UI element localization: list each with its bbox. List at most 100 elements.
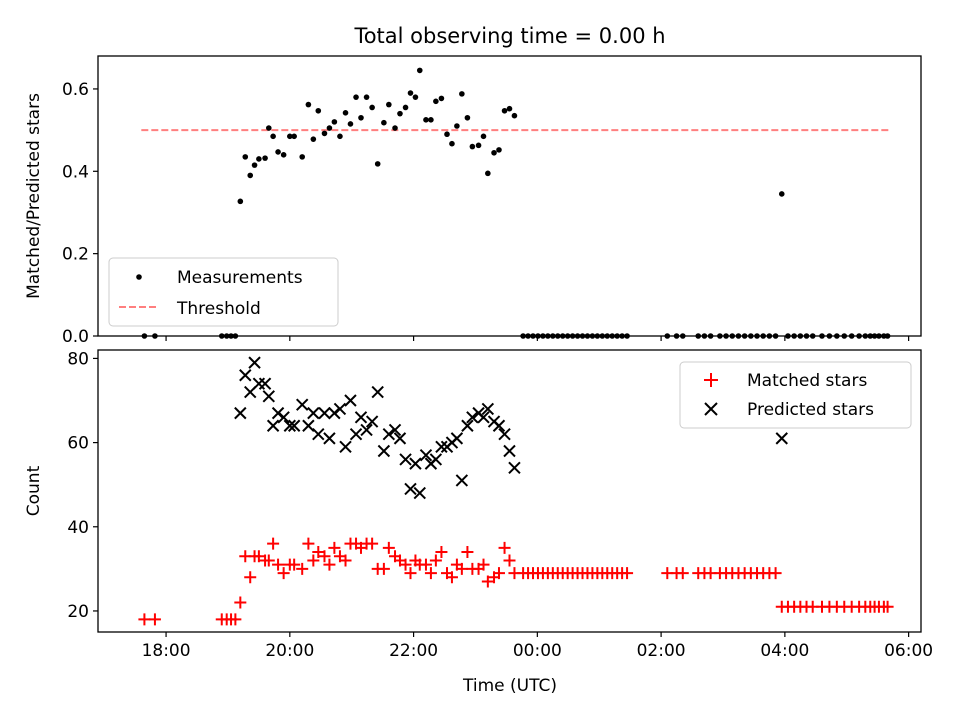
legend-matched-label: Matched stars	[747, 371, 867, 391]
measurements-point	[374, 161, 381, 167]
predicted-stars-point	[277, 411, 290, 424]
predicted-stars-point	[234, 406, 247, 420]
top-axes-frame	[97, 55, 922, 337]
measurements-point	[251, 162, 258, 168]
predicted-stars-point	[455, 474, 469, 487]
matched-stars-point	[302, 537, 315, 550]
measurements-point	[291, 133, 297, 140]
predicted-stars-point	[283, 419, 297, 432]
measurements-point	[412, 94, 419, 100]
legend-measurements-marker	[136, 274, 142, 280]
y-tick-label: 0.6	[62, 80, 89, 100]
predicted-stars-point	[477, 411, 490, 424]
matched-stars-point	[455, 562, 468, 575]
top-axis-ticks: 0.0 0.2 0.4 0.6	[62, 80, 910, 347]
matched-stars-point	[148, 613, 161, 626]
bottom-plot-marks	[138, 356, 894, 626]
x-tick-label: 00:00	[513, 641, 562, 661]
matched-stars-point	[277, 567, 290, 580]
predicted-stars-point	[377, 444, 391, 458]
x-tick-label: 04:00	[760, 641, 809, 661]
y-tick-label: 0.4	[62, 162, 89, 182]
matched-stars-point	[339, 554, 352, 567]
measurements-point	[381, 119, 387, 126]
matched-stars-point	[621, 567, 634, 580]
matched-stars-point	[307, 554, 320, 567]
measurements-point	[358, 114, 364, 121]
measurements-point	[262, 155, 268, 161]
matched-stars-point	[429, 554, 442, 567]
legend-threshold-label: Threshold	[176, 299, 261, 319]
matched-stars-point	[318, 550, 331, 563]
predicted-stars-point	[312, 427, 325, 441]
predicted-stars-point	[466, 411, 479, 424]
top-legend: Measurements Threshold	[108, 257, 339, 327]
predicted-stars-point	[365, 415, 379, 428]
predicted-stars-point	[287, 419, 301, 432]
predicted-stars-point	[413, 486, 426, 500]
matched-stars-point	[404, 567, 417, 580]
measurements-point	[256, 156, 262, 162]
measurements-point	[342, 110, 349, 116]
measurements-point	[464, 114, 471, 121]
predicted-stars-point	[344, 394, 357, 407]
measurements-point	[428, 117, 434, 123]
legend-predicted-marker	[704, 402, 718, 416]
matched-stars-point	[503, 554, 516, 567]
measurements-point	[485, 170, 491, 177]
predicted-stars-point	[349, 427, 363, 441]
measurements-point	[496, 147, 502, 153]
predicted-stars-point	[360, 423, 373, 437]
predicted-stars-point	[481, 402, 495, 416]
predicted-stars-point	[239, 369, 252, 382]
matched-stars-point	[252, 550, 265, 563]
x-tick-label: 02:00	[637, 641, 686, 661]
bottom-panel: 20 40 60 80 18:00 20:00 22:00 00:00 02:00 04:00 06…	[24, 349, 933, 696]
measurements-point	[778, 191, 785, 197]
measurements-point	[475, 142, 482, 149]
measurements-point	[511, 112, 518, 119]
matched-stars-point	[377, 562, 390, 575]
legend-predicted-label: Predicted stars	[747, 400, 874, 420]
measurements-point	[305, 101, 312, 108]
matched-stars-point	[323, 558, 336, 571]
measurements-point	[506, 105, 513, 112]
predicted-stars-point	[508, 461, 521, 475]
measurements-point	[433, 98, 439, 105]
legend-matched-marker	[704, 373, 718, 387]
matched-stars-point	[461, 546, 474, 559]
matched-stars-point	[272, 558, 285, 571]
predicted-stars-point	[382, 427, 396, 441]
predicted-stars-point	[295, 398, 309, 411]
x-tick-label: 20:00	[265, 641, 314, 661]
measurements-point	[397, 110, 403, 117]
measurements-point	[353, 94, 359, 100]
measurements-point	[454, 123, 460, 129]
x-axis-label: Time (UTC)	[462, 676, 557, 696]
y-tick-label: 0.2	[62, 245, 89, 265]
predicted-stars-point	[419, 449, 433, 462]
y-tick-label: 20	[67, 602, 89, 622]
predicted-stars-point	[429, 453, 443, 466]
matched-stars-point	[419, 558, 432, 571]
predicted-stars-point	[333, 402, 347, 416]
matched-stars-point	[267, 537, 280, 550]
matched-stars-point	[492, 567, 505, 580]
bottom-legend-box	[679, 361, 912, 429]
measurements-point	[438, 95, 445, 102]
matched-stars-point	[328, 541, 341, 554]
matched-stars-point	[288, 558, 301, 571]
matched-stars-point	[229, 613, 242, 626]
x-tick-label: 18:00	[142, 641, 191, 661]
top-y-axis-label: Matched/Predicted stars	[24, 93, 44, 299]
matched-stars-point	[769, 567, 782, 580]
predicted-stars-point	[339, 440, 352, 454]
predicted-stars-point	[399, 453, 412, 466]
measurements-point	[392, 125, 398, 131]
predicted-stars-point	[409, 457, 422, 470]
measurements-point	[423, 117, 429, 123]
predicted-stars-point	[393, 432, 407, 445]
legend-measurements-label: Measurements	[177, 268, 303, 288]
predicted-stars-point	[404, 482, 417, 496]
predicted-stars-point	[503, 444, 516, 458]
